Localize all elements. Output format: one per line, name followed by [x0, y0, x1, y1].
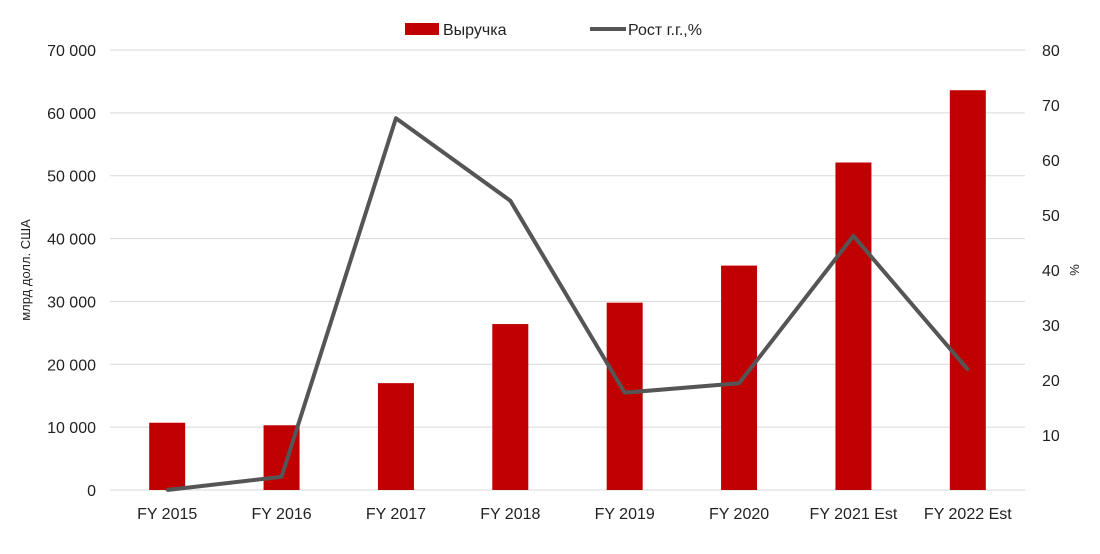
revenue-bars: [149, 90, 986, 490]
legend: Выручка Рост г.г.,%: [405, 22, 702, 39]
revenue-bar: [149, 422, 186, 490]
x-axis-ticks: FY 2015 FY 2016 FY 2017 FY 2018 FY 2019 FY 20…: [137, 506, 1012, 523]
left-axis-tick-label: 20 000: [47, 357, 96, 374]
growth-point: [851, 234, 855, 238]
revenue-bar: [492, 324, 529, 490]
left-axis-tick-label: 0: [87, 483, 96, 500]
growth-point: [966, 368, 970, 372]
growth-point: [508, 199, 512, 203]
revenue-bar: [606, 302, 643, 490]
x-axis-tick-label: FY 2015: [137, 506, 197, 523]
right-axis-tick-label: 60: [1042, 153, 1060, 170]
right-axis-tick-label: 10: [1042, 428, 1060, 445]
right-axis-ticks: 10 20 30 40 50 60 70 80: [1042, 43, 1060, 445]
growth-point: [280, 475, 284, 479]
left-axis-title: млрд долл. США: [18, 219, 33, 321]
left-axis-ticks: 0 10 000 20 000 30 000 40 000 50 000 60 000 70 …: [47, 43, 96, 500]
legend-bar-label: Выручка: [443, 22, 507, 39]
left-axis-tick-label: 70 000: [47, 43, 96, 60]
right-axis-tick-label: 80: [1042, 43, 1060, 60]
x-axis-tick-label: FY 2019: [595, 506, 655, 523]
gridlines: [110, 49, 1025, 491]
growth-line-path: [166, 116, 970, 492]
growth-point: [623, 391, 627, 395]
x-axis-tick-label: FY 2021 Est: [810, 506, 898, 523]
right-axis-title: %: [1067, 264, 1082, 276]
growth-point: [394, 116, 398, 120]
right-axis-tick-label: 40: [1042, 263, 1060, 280]
legend-line-label: Рост г.г.,%: [628, 22, 702, 39]
left-axis-tick-label: 50 000: [47, 169, 96, 186]
legend-bar-swatch: [405, 23, 439, 35]
left-axis-tick-label: 40 000: [47, 232, 96, 249]
right-axis-tick-label: 20: [1042, 373, 1060, 390]
left-axis-tick-label: 60 000: [47, 106, 96, 123]
growth-point: [737, 381, 741, 385]
right-axis-tick-label: 30: [1042, 318, 1060, 335]
right-axis-tick-label: 70: [1042, 98, 1060, 115]
left-axis-tick-label: 30 000: [47, 294, 96, 311]
left-axis-tick-label: 10 000: [47, 420, 96, 437]
x-axis-tick-label: FY 2022 Est: [924, 506, 1012, 523]
revenue-bar: [835, 162, 872, 490]
x-axis-tick-label: FY 2017: [366, 506, 426, 523]
revenue-bar: [721, 265, 758, 490]
x-axis-tick-label: FY 2018: [480, 506, 540, 523]
x-axis-tick-label: FY 2016: [251, 506, 311, 523]
revenue-bar: [377, 383, 414, 490]
growth-line: [165, 116, 970, 492]
growth-point: [165, 488, 169, 492]
right-axis-tick-label: 50: [1042, 208, 1060, 225]
revenue-bar: [949, 90, 986, 490]
x-axis-tick-label: FY 2020: [709, 506, 769, 523]
